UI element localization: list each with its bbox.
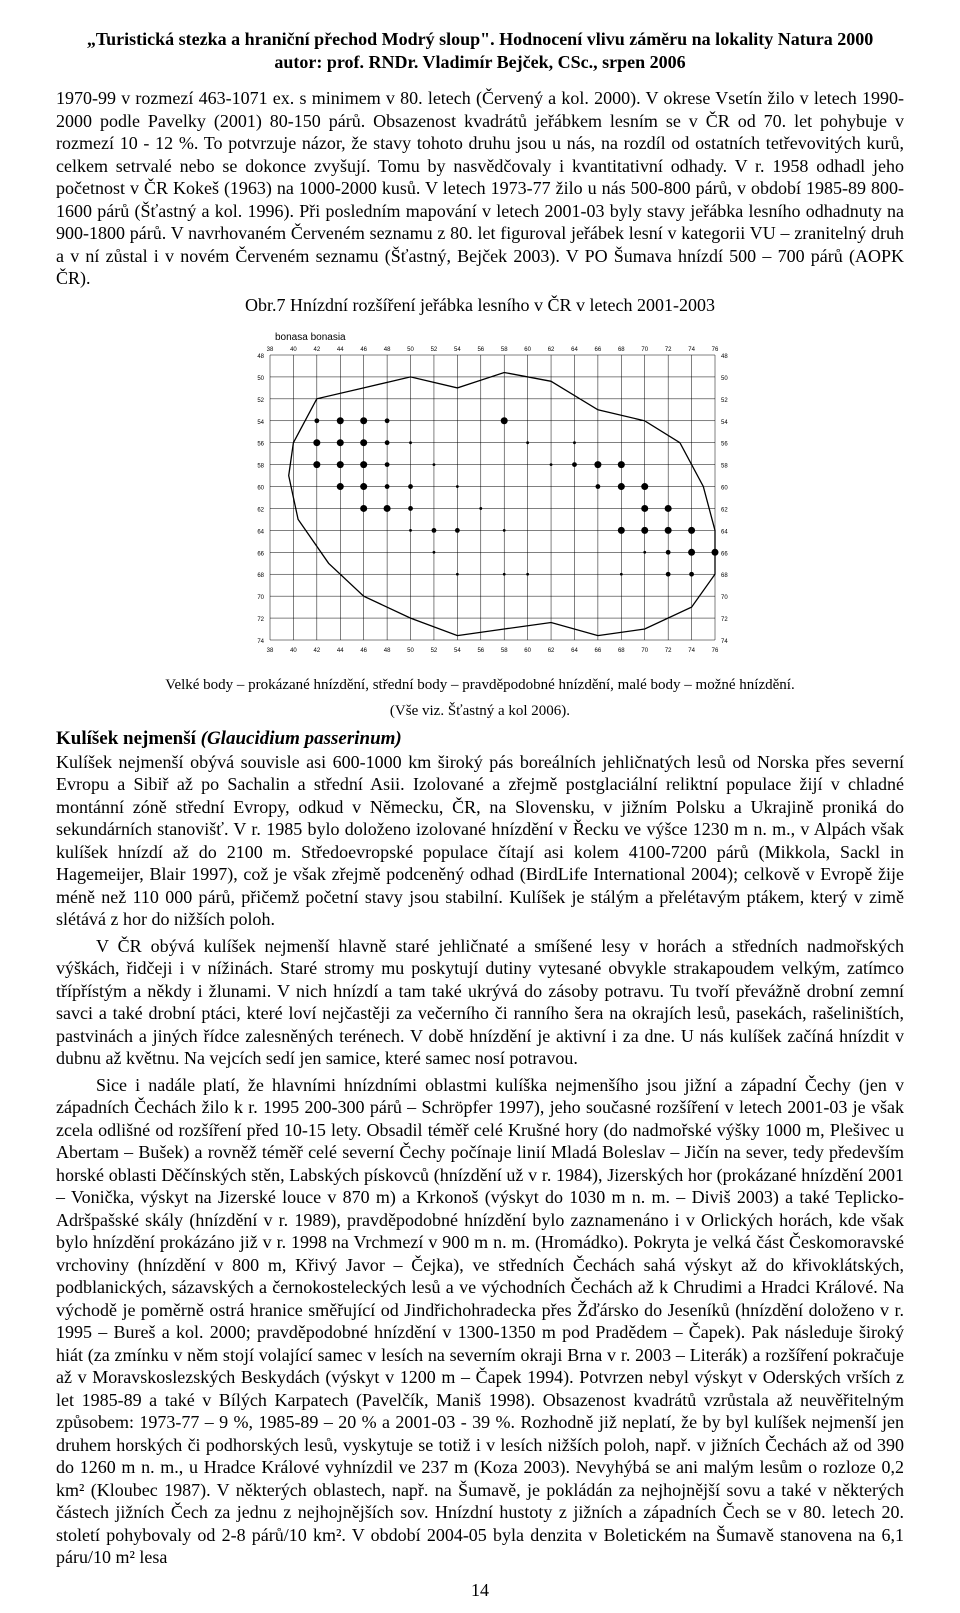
map-figure: bonasa bonasia 38 40 42 44 46 48 50 52 54 56 58 60 6… bbox=[215, 320, 745, 670]
svg-text:56: 56 bbox=[257, 442, 264, 448]
paragraph-2b: V ČR obývá kulíšek nejmenší hlavně staré… bbox=[56, 935, 904, 1070]
svg-text:72: 72 bbox=[665, 648, 672, 654]
svg-text:66: 66 bbox=[595, 347, 602, 353]
doc-header-author: autor: prof. RNDr. Vladimír Bejček, CSc.… bbox=[56, 51, 904, 74]
map-caption: Obr.7 Hnízdní rozšíření jeřábka lesního … bbox=[56, 294, 904, 317]
svg-text:54: 54 bbox=[454, 648, 461, 654]
map-column-labels-bottom: 38 40 42 44 46 48 50 52 54 56 58 60 62 64 66 68 70 72 74 76 bbox=[267, 648, 719, 654]
paragraph-1: 1970-99 v rozmezí 463-1071 ex. s minimem… bbox=[56, 87, 904, 290]
svg-text:62: 62 bbox=[257, 507, 264, 513]
map-legend-line1: Velké body – prokázané hnízdění, střední… bbox=[56, 676, 904, 696]
svg-text:58: 58 bbox=[721, 464, 728, 470]
svg-text:58: 58 bbox=[257, 464, 264, 470]
svg-text:42: 42 bbox=[313, 648, 320, 654]
svg-text:58: 58 bbox=[501, 648, 508, 654]
svg-text:68: 68 bbox=[257, 573, 264, 579]
svg-text:70: 70 bbox=[641, 347, 648, 353]
svg-text:52: 52 bbox=[431, 347, 438, 353]
svg-text:56: 56 bbox=[477, 347, 484, 353]
map-legend-line2: (Vše viz. Šťastný a kol 2006). bbox=[56, 702, 904, 722]
svg-text:48: 48 bbox=[384, 648, 391, 654]
map-species-label: bonasa bonasia bbox=[275, 332, 346, 343]
svg-text:44: 44 bbox=[337, 648, 344, 654]
svg-text:50: 50 bbox=[407, 648, 414, 654]
map-grid bbox=[270, 355, 715, 640]
svg-text:68: 68 bbox=[618, 347, 625, 353]
svg-text:70: 70 bbox=[641, 648, 648, 654]
svg-text:40: 40 bbox=[290, 648, 297, 654]
svg-text:68: 68 bbox=[618, 648, 625, 654]
svg-text:76: 76 bbox=[712, 648, 719, 654]
svg-text:48: 48 bbox=[721, 354, 728, 360]
svg-text:70: 70 bbox=[721, 595, 728, 601]
svg-text:70: 70 bbox=[257, 595, 264, 601]
svg-text:60: 60 bbox=[524, 648, 531, 654]
svg-text:74: 74 bbox=[257, 639, 264, 645]
svg-text:76: 76 bbox=[712, 347, 719, 353]
svg-text:48: 48 bbox=[257, 354, 264, 360]
svg-text:46: 46 bbox=[360, 648, 367, 654]
svg-text:60: 60 bbox=[257, 486, 264, 492]
svg-text:46: 46 bbox=[360, 347, 367, 353]
svg-text:74: 74 bbox=[688, 648, 695, 654]
svg-text:72: 72 bbox=[257, 617, 264, 623]
map-data-points bbox=[313, 417, 718, 576]
svg-text:44: 44 bbox=[337, 347, 344, 353]
svg-text:56: 56 bbox=[721, 442, 728, 448]
svg-text:50: 50 bbox=[407, 347, 414, 353]
paragraph-2a: Kulíšek nejmenší obývá souvisle asi 600-… bbox=[56, 751, 904, 931]
svg-text:60: 60 bbox=[721, 486, 728, 492]
svg-text:66: 66 bbox=[257, 551, 264, 557]
svg-text:50: 50 bbox=[721, 376, 728, 382]
section-2-heading-italic: (Glaucidium passerinum) bbox=[201, 728, 402, 749]
svg-text:58: 58 bbox=[501, 347, 508, 353]
svg-text:74: 74 bbox=[721, 639, 728, 645]
svg-text:74: 74 bbox=[688, 347, 695, 353]
svg-text:40: 40 bbox=[290, 347, 297, 353]
svg-text:62: 62 bbox=[721, 507, 728, 513]
map-row-labels-right: 48 50 52 54 56 58 60 62 64 66 68 70 72 74 bbox=[721, 354, 728, 645]
svg-text:72: 72 bbox=[665, 347, 672, 353]
section-2-heading: Kulíšek nejmenší (Glaucidium passerinum) bbox=[56, 727, 904, 751]
svg-text:38: 38 bbox=[267, 347, 274, 353]
svg-text:62: 62 bbox=[548, 648, 555, 654]
svg-text:64: 64 bbox=[721, 529, 728, 535]
svg-text:62: 62 bbox=[548, 347, 555, 353]
map-column-labels-top: 38 40 42 44 46 48 50 52 54 56 58 60 62 64 66 68 70 72 74 76 bbox=[267, 347, 719, 353]
doc-header-title: „Turistická stezka a hraniční přechod Mo… bbox=[56, 28, 904, 51]
map-svg: bonasa bonasia 38 40 42 44 46 48 50 52 54 56 58 60 6… bbox=[215, 320, 745, 670]
svg-text:72: 72 bbox=[721, 617, 728, 623]
svg-text:54: 54 bbox=[454, 347, 461, 353]
section-2-heading-bold: Kulíšek nejmenší bbox=[56, 728, 196, 749]
svg-text:52: 52 bbox=[431, 648, 438, 654]
svg-text:50: 50 bbox=[257, 376, 264, 382]
svg-text:56: 56 bbox=[477, 648, 484, 654]
map-row-labels-left: 48 50 52 54 56 58 60 62 64 66 68 70 72 74 bbox=[257, 354, 264, 645]
svg-text:64: 64 bbox=[571, 648, 578, 654]
svg-text:66: 66 bbox=[595, 648, 602, 654]
svg-text:64: 64 bbox=[257, 529, 264, 535]
svg-text:60: 60 bbox=[524, 347, 531, 353]
svg-text:38: 38 bbox=[267, 648, 274, 654]
page-number: 14 bbox=[0, 1580, 960, 1601]
svg-text:64: 64 bbox=[571, 347, 578, 353]
page-container: „Turistická stezka a hraniční přechod Mo… bbox=[0, 0, 960, 1613]
svg-text:48: 48 bbox=[384, 347, 391, 353]
svg-text:42: 42 bbox=[313, 347, 320, 353]
svg-text:54: 54 bbox=[721, 420, 728, 426]
svg-text:52: 52 bbox=[721, 398, 728, 404]
svg-text:66: 66 bbox=[721, 551, 728, 557]
paragraph-2c: Sice i nadále platí, že hlavními hnízdní… bbox=[56, 1074, 904, 1569]
svg-text:54: 54 bbox=[257, 420, 264, 426]
svg-text:68: 68 bbox=[721, 573, 728, 579]
svg-text:52: 52 bbox=[257, 398, 264, 404]
